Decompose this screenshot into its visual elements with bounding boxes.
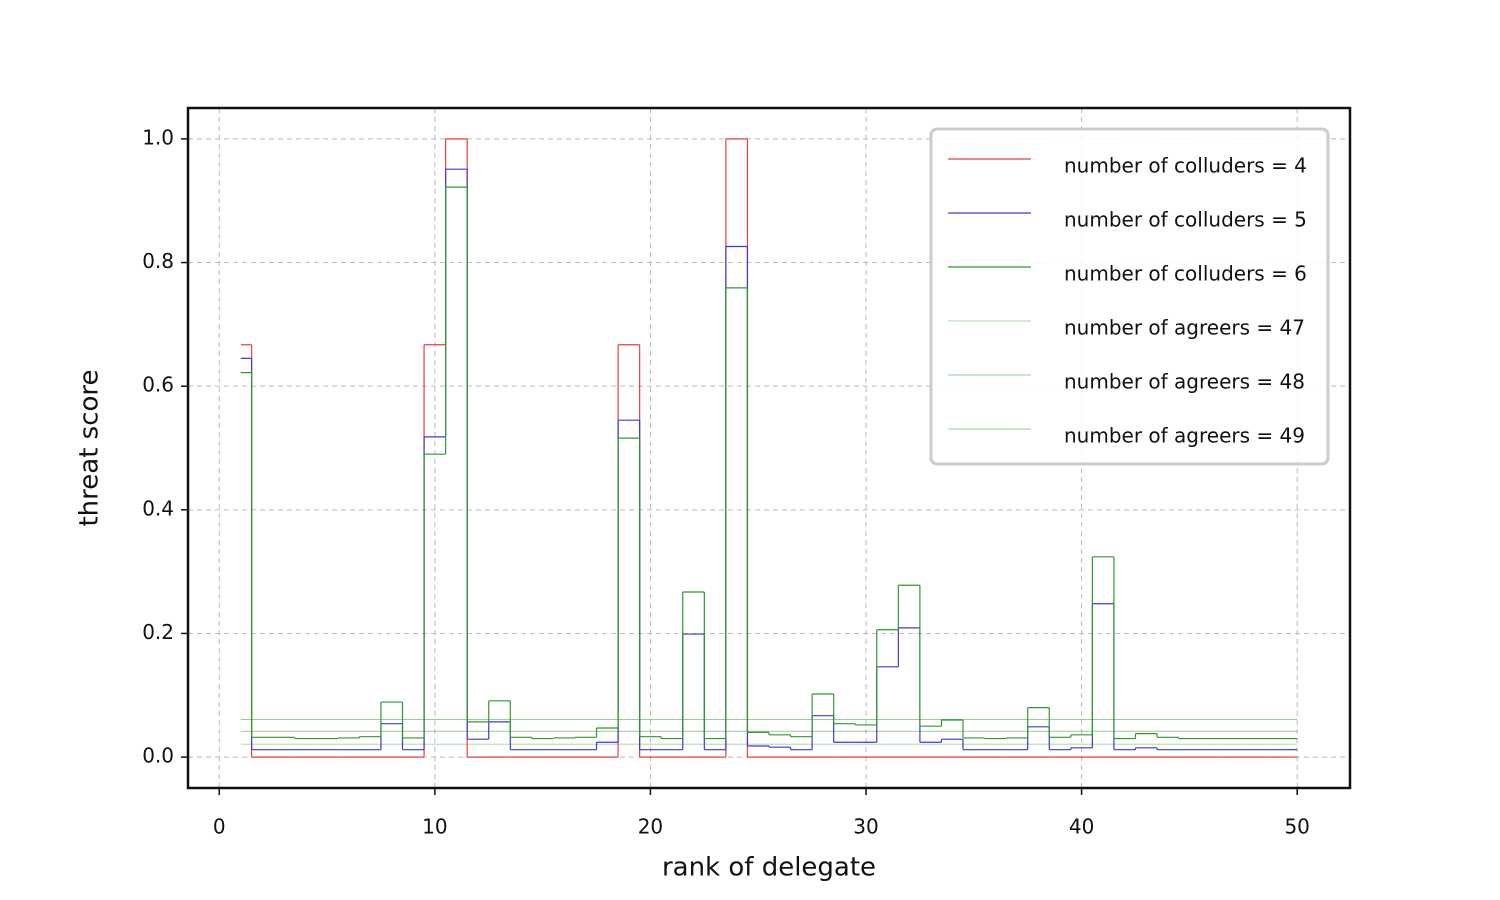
y-tick-label: 0.2 <box>142 620 174 644</box>
y-tick-label: 1.0 <box>142 125 174 149</box>
x-tick-label: 10 <box>422 815 447 839</box>
x-tick-label: 0 <box>213 815 226 839</box>
y-tick-label: 0.6 <box>142 373 174 397</box>
legend-label: number of colluders = 4 <box>1064 154 1307 178</box>
legend-label: number of agreers = 48 <box>1064 370 1305 394</box>
x-tick-label: 50 <box>1284 815 1309 839</box>
x-tick-label: 20 <box>638 815 663 839</box>
series <box>240 186 1298 740</box>
legend-label: number of colluders = 5 <box>1064 208 1307 232</box>
legend-box <box>929 127 1330 466</box>
legend-label: number of agreers = 49 <box>1064 424 1305 448</box>
y-axis-label: threat score <box>75 369 105 526</box>
y-tick-label: 0.4 <box>142 496 174 520</box>
y-tick-label: 0.8 <box>142 249 174 273</box>
x-tick-label: 30 <box>853 815 878 839</box>
legend-label: number of colluders = 6 <box>1064 262 1307 286</box>
legend-label: number of agreers = 47 <box>1064 316 1305 340</box>
x-tick-label: 40 <box>1069 815 1094 839</box>
y-tick-label: 0.0 <box>142 744 174 768</box>
x-axis-label: rank of delegate <box>662 853 876 883</box>
plot-frame <box>186 106 1352 790</box>
